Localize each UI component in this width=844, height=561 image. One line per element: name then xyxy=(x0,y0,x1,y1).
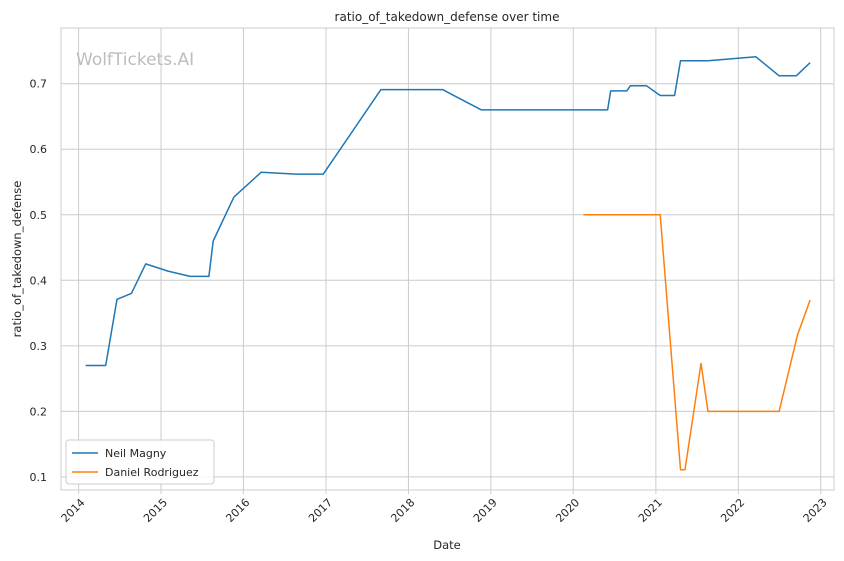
legend-box xyxy=(65,439,215,485)
y-tick-label: 0.4 xyxy=(30,274,48,287)
y-tick-label: 0.1 xyxy=(30,471,48,484)
series-line-daniel-rodriguez xyxy=(583,214,811,471)
y-tick-label: 0.7 xyxy=(30,78,48,91)
y-axis-label: ratio_of_takedown_defense xyxy=(10,181,24,338)
series-layer xyxy=(85,56,811,471)
legend-label-daniel-rodriguez: Daniel Rodriguez xyxy=(105,466,199,479)
y-tick-label: 0.5 xyxy=(30,209,48,222)
legend: Neil Magny Daniel Rodriguez xyxy=(65,439,215,485)
y-tick-label: 0.6 xyxy=(30,143,48,156)
chart-title: ratio_of_takedown_defense over time xyxy=(335,10,560,24)
series-line-neil-magny xyxy=(85,56,811,367)
y-axis-ticks: 0.1 0.2 0.3 0.4 0.5 0.6 0.7 xyxy=(30,78,48,484)
x-axis-label: Date xyxy=(433,538,461,552)
y-tick-label: 0.2 xyxy=(30,405,48,418)
legend-label-neil-magny: Neil Magny xyxy=(105,447,167,460)
y-tick-label: 0.3 xyxy=(30,340,48,353)
grid-lines xyxy=(61,28,834,490)
plot-area xyxy=(60,27,835,491)
watermark: WolfTickets.AI xyxy=(76,50,194,70)
